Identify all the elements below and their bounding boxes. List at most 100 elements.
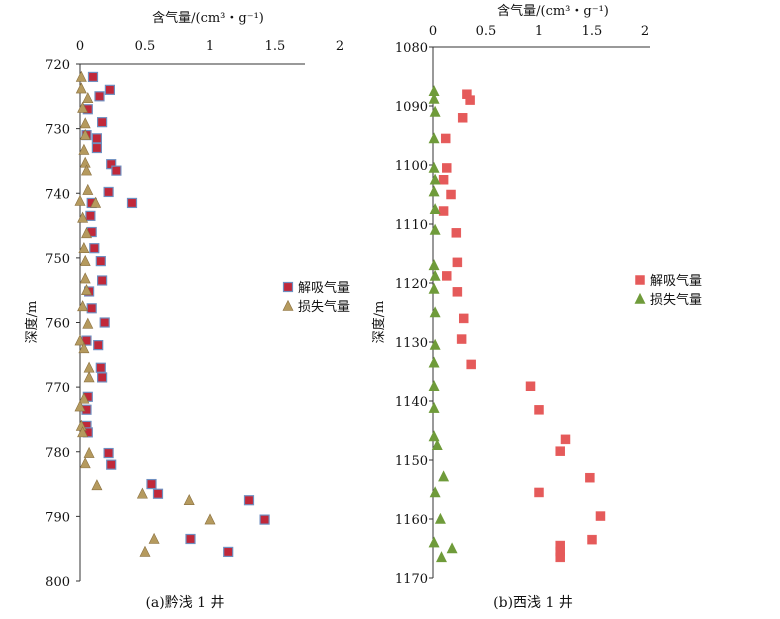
chart1-axis-title: 含气量/(cm³・g⁻¹) [152,10,264,26]
chart1-legend-label-lost: 损失气量 [298,299,350,315]
chart2-point-desorbed [585,472,595,483]
chart2-point-lost [429,486,441,498]
chart2-y-axis-label: 深度/m [371,301,387,344]
chart1-y-tick-label: 750 [45,252,70,267]
chart1-point-desorbed [94,91,105,102]
chart2-y-tick-label: 1110 [395,218,428,233]
chart2-point-desorbed [595,511,606,521]
chart1-x-tick-label: 1.5 [265,39,286,54]
chart2-point-lost [446,542,458,554]
chart2-point-desorbed [525,381,536,391]
chart2-y-tick-label: 1170 [395,572,428,587]
chart1-point-lost [183,494,195,506]
chart1-point-lost [77,426,89,438]
chart1-y-tick-label: 800 [45,575,70,590]
chart2-point-lost [428,401,440,413]
chart1-legend-marker-desorbed [282,281,294,293]
chart1-point-desorbed [106,459,117,470]
chart1-point-desorbed [95,362,106,373]
chart1-point-desorbed [152,488,164,499]
chart1-point-desorbed [185,533,196,545]
chart2-legend-label-lost: 损失气量 [650,292,702,308]
chart1-point-lost [90,196,102,208]
chart2-point-desorbed [456,334,467,344]
chart2-point-lost [428,380,440,392]
chart1-point-desorbed [96,275,108,286]
chart2-point-lost [428,185,440,197]
chart2-y-tick-label: 1120 [395,277,428,292]
chart1-point-lost [75,82,87,94]
chart1-point-lost [79,128,91,140]
chart1-y-tick-label: 760 [45,317,70,332]
chart2-point-desorbed [457,113,468,123]
chart1-x-tick-label: 1 [206,39,214,54]
chart2-y-tick-label: 1080 [395,41,428,56]
chart1-point-desorbed [85,210,96,221]
chart1-point-desorbed [99,317,110,328]
chart1-point-desorbed [259,514,270,525]
chart1-x-tick-label: 0 [76,39,84,54]
chart1-point-lost [79,457,91,469]
chart2-point-lost [434,512,446,524]
chart1-point-lost [77,101,89,113]
chart2-point-lost [435,551,447,563]
chart1-y-tick-label: 790 [45,510,70,525]
chart2-point-lost [428,132,440,144]
chart2-legend-marker-lost [634,292,646,304]
chart1-point-lost [79,254,91,266]
chart1-point-desorbed [89,243,100,254]
chart2-caption: (b)西浅 1 井 [493,595,573,611]
chart2-point-lost [429,306,441,318]
chart2-point-desorbed [452,287,463,297]
chart2-y-tick-label: 1130 [395,336,428,351]
chart2-x-tick-label: 0 [429,24,437,39]
chart2-point-lost [428,282,440,294]
chart2-point-lost [428,161,440,173]
chart1-point-desorbed [93,340,104,351]
chart2-x-tick-label: 2 [641,24,649,39]
chart1-caption: (a)黔浅 1 井 [145,595,224,611]
chart2-x-tick-label: 0.5 [476,24,497,39]
chart1-point-lost [83,371,95,383]
chart2-x-tick-label: 1 [535,24,543,39]
chart1-point-lost [77,300,89,312]
chart1-point-lost [77,211,89,223]
chart2-y-tick-label: 1150 [395,454,428,469]
chart2-point-lost [431,439,443,451]
chart1-point-desorbed [96,117,108,128]
chart2-point-desorbed [534,487,544,498]
chart1-point-desorbed [87,71,99,83]
chart2-point-desorbed [438,206,449,216]
chart1-point-lost [74,334,86,346]
chart1-point-desorbed [96,372,108,383]
chart2-point-lost [429,223,441,235]
chart1-point-lost [78,392,90,404]
chart2-point-lost [428,430,440,442]
chart2-point-desorbed [458,313,469,324]
chart2-x-tick-label: 1.5 [582,24,603,39]
chart1-legend-label-desorbed: 解吸气量 [298,280,350,296]
chart2-point-lost [428,92,440,104]
chart1-y-tick-label: 780 [45,446,70,461]
chart1-point-desorbed [103,447,114,459]
chart1-point-desorbed [243,495,255,506]
chart1-point-lost [74,400,86,412]
chart2-point-lost [428,356,440,368]
chart1-point-lost [82,92,94,104]
chart1-y-tick-label: 730 [45,123,70,138]
chart1-point-desorbed [126,197,138,209]
chart2-point-lost [429,173,441,185]
chart2-point-desorbed [440,133,451,144]
chart2-point-lost [428,536,440,548]
chart1-point-lost [75,70,87,82]
chart1-point-lost [139,545,151,557]
chart2-point-desorbed [452,257,463,268]
chart2-point-desorbed [555,446,565,456]
chart2-point-lost [428,259,440,271]
chart1-point-lost [82,183,94,195]
chart2-point-desorbed [438,175,449,185]
chart1-point-lost [204,513,216,525]
chart1-point-lost [81,164,92,176]
